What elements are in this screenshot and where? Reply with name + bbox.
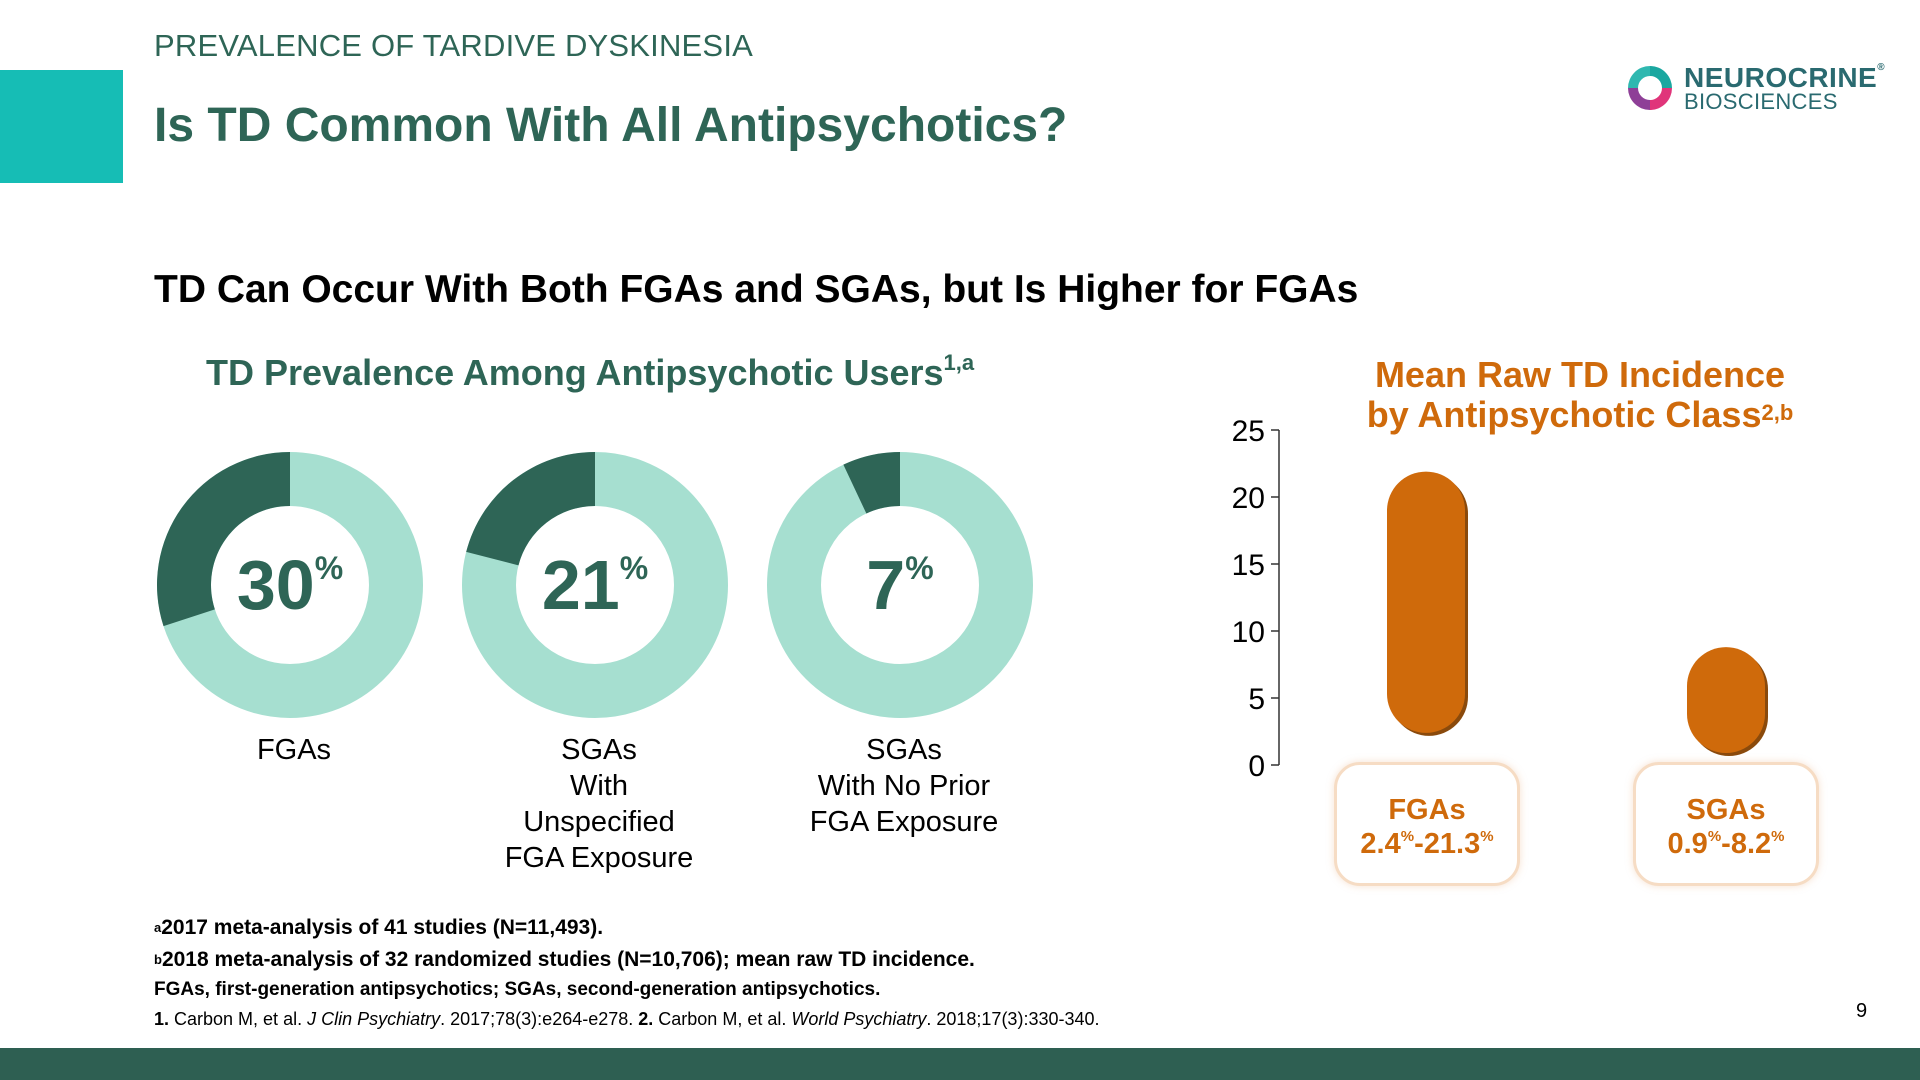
neurocrine-logo: NEUROCRINE® BIOSCIENCES: [1624, 62, 1894, 114]
footnote-a: a2017 meta-analysis of 41 studies (N=11,…: [154, 916, 604, 939]
donut-category-label: FGAs: [256, 734, 332, 766]
accent-block: [0, 70, 123, 183]
range-box-sgas: SGAs 0.9%-8.2%: [1633, 762, 1819, 886]
y-tick-label: 15: [1232, 549, 1265, 582]
donut-value-label: 30%: [237, 546, 343, 624]
donut-value-slice: [466, 452, 595, 566]
y-tick-label: 20: [1232, 482, 1265, 515]
page-number: 9: [1856, 1000, 1868, 1022]
y-tick-label: 10: [1232, 616, 1265, 649]
donut-value-slice: [843, 452, 900, 514]
donut-value-label: 7%: [866, 546, 933, 624]
range-box-label: FGAs: [1388, 794, 1466, 826]
range-bar-fgas: [1387, 471, 1465, 733]
y-tick-label: 5: [1248, 683, 1265, 716]
donut-category-label: SGAs With No Prior FGA Exposure: [809, 734, 999, 838]
bar-chart-title: Mean Raw TD Incidence by Antipsychotic C…: [1366, 354, 1794, 435]
donut-value-label: 21%: [542, 546, 648, 624]
page-title: Is TD Common With All Antipsychotics?: [154, 99, 1068, 152]
slide-subtitle: TD Can Occur With Both FGAs and SGAs, bu…: [154, 268, 1359, 311]
range-box-values: 2.4%-21.3%: [1360, 828, 1494, 860]
donut-charts: 30% 21% 7%: [156, 452, 1033, 718]
range-bar-sgas: [1687, 647, 1765, 753]
donut-chart-title: TD Prevalence Among Antipsychotic Users1…: [206, 350, 975, 393]
footnotes: a2017 meta-analysis of 41 studies (N=11,…: [154, 912, 1454, 1034]
y-tick-label: 0: [1248, 750, 1265, 783]
footer-bar: [0, 1048, 1920, 1080]
donut-2: 21%: [462, 452, 728, 718]
section-kicker: PREVALENCE OF TARDIVE DYSKINESIA: [154, 28, 754, 63]
donut-3: 7%: [767, 452, 1033, 718]
donut-value-slice: [156, 452, 290, 627]
range-bar-chart: 0 5 10 15 20 25: [1232, 415, 1768, 783]
logo-name: NEUROCRINE®: [1684, 62, 1886, 93]
footnote-b: b2018 meta-analysis of 32 randomized stu…: [154, 948, 975, 971]
donut-1: 30%: [156, 452, 423, 718]
logo-subtitle: BIOSCIENCES: [1684, 89, 1838, 114]
swirl-logo-icon: [1628, 66, 1672, 110]
abbreviations: FGAs, first-generation antipsychotics; S…: [154, 979, 881, 1000]
y-tick-label: 25: [1232, 415, 1265, 448]
range-box-fgas: FGAs 2.4%-21.3%: [1334, 762, 1520, 886]
references: 1. Carbon M, et al. J Clin Psychiatry. 2…: [154, 1009, 1100, 1029]
range-box-values: 0.9%-8.2%: [1667, 828, 1785, 860]
range-box-label: SGAs: [1686, 794, 1766, 826]
donut-category-label: SGAs With Unspecified FGA Exposure: [504, 734, 694, 874]
